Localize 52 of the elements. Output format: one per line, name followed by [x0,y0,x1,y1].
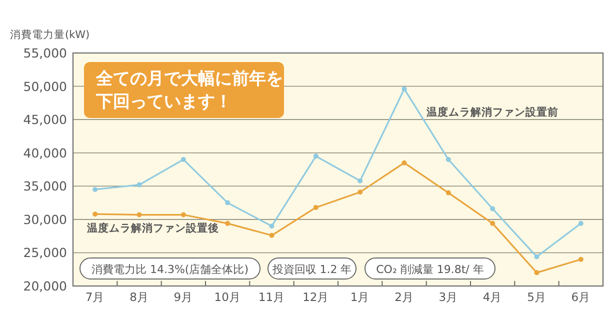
x-tick-label: 6月 [571,290,591,304]
point [490,206,496,212]
point [92,212,98,217]
point [534,270,540,276]
x-tick-label: 1月 [350,290,370,304]
point [180,157,186,162]
y-axis-title: 消費電力量(kW) [10,28,90,41]
point [313,154,318,159]
y-tick-label: 20,000 [23,278,68,294]
point [446,157,451,162]
x-tick-label: 5月 [527,290,546,304]
y-tick-label: 40,000 [23,145,68,160]
annotation: 投資回収 1.2 年 [271,263,352,276]
annotation: CO₂ 削減量 19.8t/ 年 [376,263,484,276]
x-tick-label: 8月 [130,290,149,304]
point [180,212,186,218]
series-label: 温度ムラ解消ファン設置前 [425,106,558,119]
point [358,190,363,195]
point [446,190,451,196]
y-tick-label: 55,000 [23,46,68,60]
y-tick-label: 35,000 [23,178,68,194]
x-tick-label: 12月 [302,290,330,304]
point [358,178,363,184]
x-tick-label: 2月 [394,290,414,304]
point [225,220,230,226]
y-tick-label: 25,000 [23,245,68,260]
y-tick-label: 50,000 [23,78,68,94]
point [402,160,407,166]
point [578,220,584,226]
y-tick-label: 45,000 [23,112,68,128]
point [92,186,98,192]
point [402,86,407,92]
point [490,220,496,226]
series-label: 温度ムラ解消ファン設置後 [86,221,220,234]
point [269,232,274,238]
x-tick-label: 11月 [258,290,286,304]
x-tick-label: 4月 [482,290,502,304]
point [269,224,274,229]
annotation: 下回っています！ [95,92,232,112]
point [136,212,142,218]
x-tick-label: 10月 [214,290,241,304]
point [225,200,230,206]
point [578,256,584,262]
x-tick-label: 9月 [174,290,194,304]
annotation: 消費電力比 14.3%(店舗全体比) [91,263,249,276]
x-tick-label: 3月 [438,290,458,304]
point [136,182,142,188]
point [313,204,318,210]
annotation: 全ての月で大幅に前年を [95,69,283,89]
x-tick-label: 7月 [85,290,105,304]
y-tick-label: 30,000 [23,212,68,227]
point [534,254,540,260]
